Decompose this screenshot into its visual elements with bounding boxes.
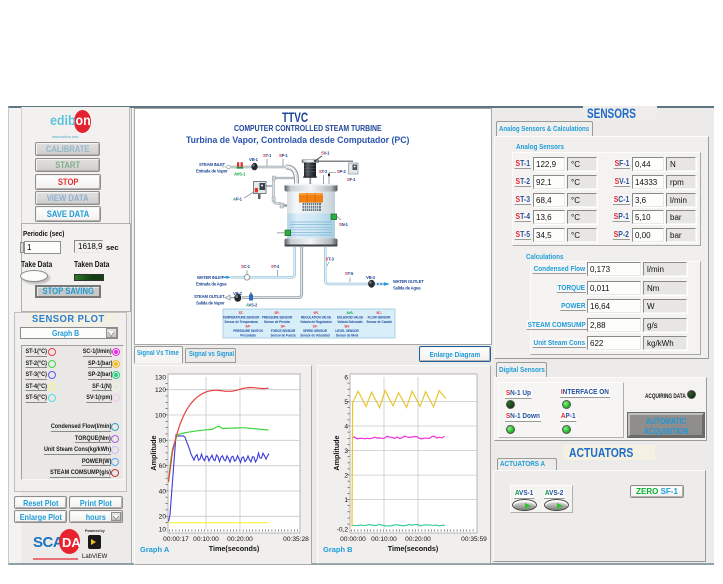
svg-text:Time(seconds): Time(seconds)	[388, 544, 439, 553]
svg-text:SC-1: SC-1	[241, 264, 251, 269]
svg-text:5: 5	[344, 399, 348, 406]
svg-text:SV-: SV-	[313, 325, 318, 329]
svg-text:TEMPERATURE SENSOR: TEMPERATURE SENSOR	[223, 316, 260, 320]
svg-text:-0,2: -0,2	[337, 526, 349, 533]
svg-text:40: 40	[159, 488, 167, 495]
svg-text:Presostato: Presostato	[240, 334, 256, 338]
svg-text:Amplitude: Amplitude	[149, 435, 158, 470]
svg-text:Sensor de Caudal: Sensor de Caudal	[366, 320, 392, 324]
svg-text:Sensor de Temperatura: Sensor de Temperatura	[224, 320, 258, 324]
svg-text:WATER OUTLET: WATER OUTLET	[393, 279, 424, 284]
svg-text:SP-: SP-	[274, 311, 279, 315]
svg-text:00:20:00: 00:20:00	[405, 536, 431, 543]
svg-text:60: 60	[159, 463, 167, 470]
svg-text:FORCE SENSOR: FORCE SENSOR	[271, 329, 296, 333]
svg-text:Válvula de Regulación: Válvula de Regulación	[300, 320, 332, 324]
svg-text:SC-: SC-	[376, 311, 381, 315]
svg-text:6: 6	[344, 374, 348, 381]
svg-text:Válvula Solenoide: Válvula Solenoide	[337, 320, 363, 324]
svg-text:00:35:59: 00:35:59	[461, 536, 487, 543]
svg-text:WATER INLET: WATER INLET	[197, 275, 224, 280]
svg-text:Entrada de Vapor: Entrada de Vapor	[196, 169, 228, 174]
svg-text:00:20:00: 00:20:00	[227, 536, 253, 543]
svg-text:SPEED SENSOR: SPEED SENSOR	[303, 329, 328, 333]
svg-text:130: 130	[155, 374, 166, 381]
svg-text:10: 10	[159, 526, 167, 533]
svg-text:80: 80	[159, 438, 167, 445]
svg-text:20: 20	[159, 514, 167, 521]
svg-text:00:10:00: 00:10:00	[371, 536, 397, 543]
svg-text:Time(seconds): Time(seconds)	[209, 544, 260, 553]
svg-text:Graph A: Graph A	[140, 545, 170, 554]
svg-text:Salida de Vapor: Salida de Vapor	[196, 301, 225, 306]
svg-text:ST-1: ST-1	[263, 153, 272, 158]
svg-text:AP-: AP-	[245, 325, 250, 329]
svg-text:Amplitude: Amplitude	[332, 435, 341, 470]
svg-text:ST-5: ST-5	[345, 271, 354, 276]
svg-text:00:00:17: 00:00:17	[163, 536, 189, 543]
svg-text:Entrada de Agua: Entrada de Agua	[196, 282, 227, 287]
svg-text:SV-1: SV-1	[321, 151, 330, 156]
svg-text:1: 1	[344, 497, 348, 504]
svg-text:SN-1: SN-1	[339, 222, 349, 227]
svg-text:00:10:00: 00:10:00	[193, 536, 219, 543]
svg-text:100: 100	[155, 412, 166, 419]
svg-text:Graph B: Graph B	[323, 545, 353, 554]
svg-text:FLOW SENSOR: FLOW SENSOR	[368, 316, 391, 320]
svg-text:3: 3	[344, 448, 348, 455]
svg-text:Sensor de Nivel: Sensor de Nivel	[336, 334, 359, 338]
svg-text:Sensor de Presión: Sensor de Presión	[264, 320, 290, 324]
svg-text:AVS-1: AVS-1	[234, 172, 246, 177]
svg-text:Sensor de Fuerza: Sensor de Fuerza	[271, 334, 296, 338]
svg-text:STEAM OUTLET: STEAM OUTLET	[194, 294, 225, 299]
svg-text:ST-2: ST-2	[319, 169, 328, 174]
svg-text:ST-4: ST-4	[271, 264, 280, 269]
svg-text:SF-: SF-	[281, 325, 286, 329]
svg-text:SOLENOID VALVE: SOLENOID VALVE	[337, 316, 363, 320]
svg-text:AVS-2: AVS-2	[246, 303, 258, 308]
svg-text:SP-1: SP-1	[279, 153, 288, 158]
svg-text:PRESSURE SENSOR: PRESSURE SENSOR	[262, 316, 293, 320]
svg-text:AP-1: AP-1	[233, 197, 243, 202]
svg-text:2: 2	[344, 472, 348, 479]
svg-text:LEVEL SENSOR: LEVEL SENSOR	[335, 329, 359, 333]
svg-text:STEAM INLET: STEAM INLET	[199, 162, 226, 167]
svg-text:SN-: SN-	[344, 325, 349, 329]
svg-text:REGULATION VALVE: REGULATION VALVE	[301, 316, 331, 320]
svg-text:00:00:00: 00:00:00	[340, 536, 366, 543]
svg-text:VR-: VR-	[313, 311, 318, 315]
svg-text:ST-3: ST-3	[326, 257, 335, 262]
svg-text:120: 120	[155, 387, 166, 394]
svg-text:AVS-: AVS-	[347, 311, 354, 315]
svg-text:Salida de Agua: Salida de Agua	[393, 286, 421, 291]
svg-text:VB-1: VB-1	[249, 157, 259, 162]
svg-text:VR-2: VR-2	[233, 291, 243, 296]
svg-text:ST-: ST-	[239, 311, 244, 315]
svg-text:00:35:28: 00:35:28	[283, 536, 309, 543]
svg-text:PRESSURE SWITCH: PRESSURE SWITCH	[233, 329, 263, 333]
svg-text:SP-2: SP-2	[337, 169, 346, 174]
svg-text:4: 4	[344, 423, 348, 430]
svg-text:Sensor de Velocidad: Sensor de Velocidad	[300, 334, 329, 338]
svg-text:VB-3: VB-3	[366, 275, 376, 280]
svg-text:SF-1: SF-1	[347, 177, 356, 182]
